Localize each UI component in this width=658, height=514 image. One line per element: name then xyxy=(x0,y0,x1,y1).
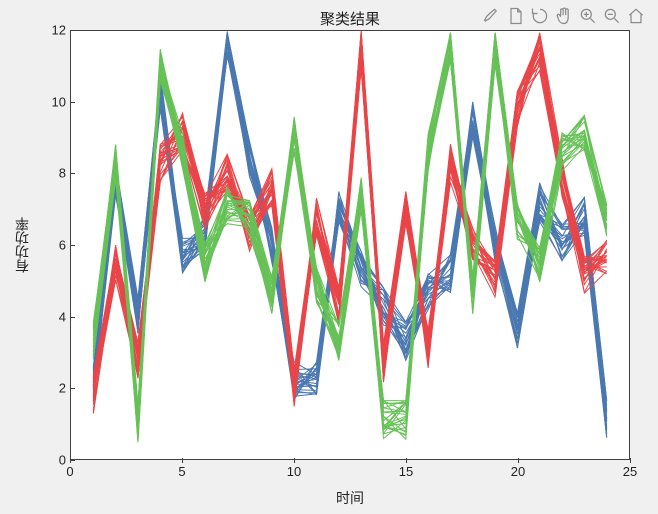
x-tick-label: 10 xyxy=(287,464,301,479)
x-tick-label: 25 xyxy=(623,464,637,479)
x-tick-label: 0 xyxy=(66,464,73,479)
x-tick-label: 15 xyxy=(399,464,413,479)
x-tick-label: 20 xyxy=(511,464,525,479)
series-line-cluster-2 xyxy=(93,31,606,389)
y-tick-label: 10 xyxy=(36,94,66,109)
home-icon[interactable] xyxy=(626,6,646,31)
rotate-icon[interactable] xyxy=(530,6,550,31)
figure-toolbar xyxy=(482,6,646,31)
figure-window: 聚类结果 时间 有功功率 0510152025024681012 xyxy=(0,0,658,514)
y-tick-label: 6 xyxy=(36,238,66,253)
y-tick-label: 2 xyxy=(36,381,66,396)
brush-icon[interactable] xyxy=(482,6,502,31)
x-axis-label: 时间 xyxy=(70,488,630,508)
y-tick-label: 4 xyxy=(36,309,66,324)
zoom-in-icon[interactable] xyxy=(578,6,598,31)
text-select-icon[interactable] xyxy=(506,6,526,31)
y-tick-label: 0 xyxy=(36,453,66,468)
y-tick-label: 12 xyxy=(36,23,66,38)
y-axis-label: 有功功率 xyxy=(12,30,32,460)
y-tick-label: 8 xyxy=(36,166,66,181)
chart-axes[interactable] xyxy=(70,30,630,460)
series-line-cluster-2 xyxy=(93,33,606,383)
plot-area xyxy=(71,31,629,459)
zoom-out-icon[interactable] xyxy=(602,6,622,31)
pan-icon[interactable] xyxy=(554,6,574,31)
x-tick-label: 5 xyxy=(178,464,185,479)
